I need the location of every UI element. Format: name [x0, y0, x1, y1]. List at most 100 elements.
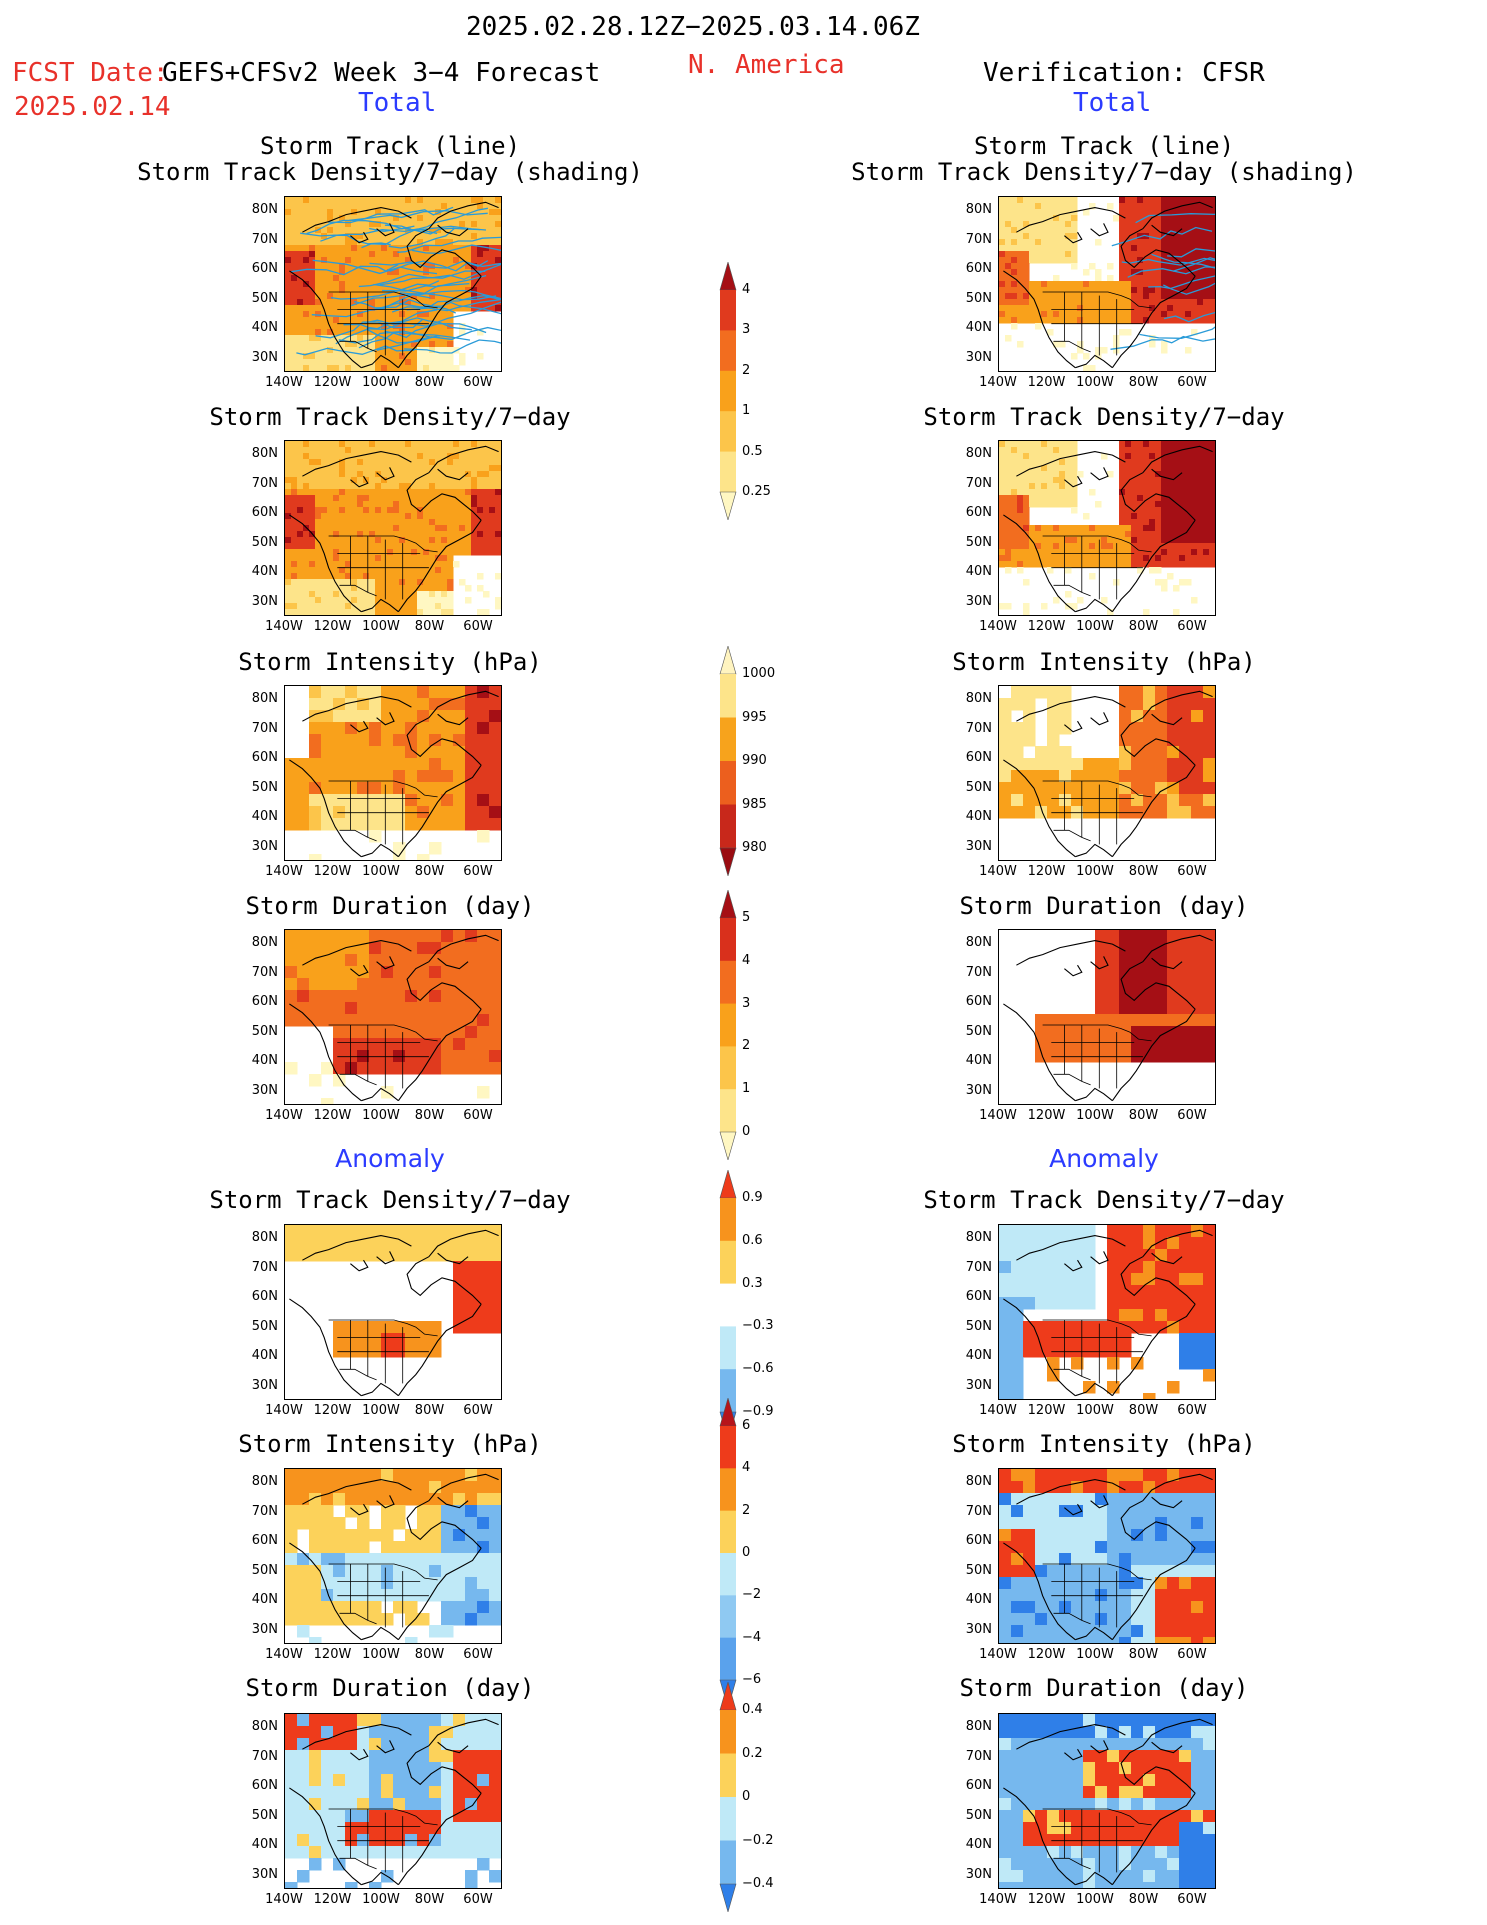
field-cell [1011, 794, 1024, 807]
field-cell [1035, 221, 1042, 228]
field-cell [1029, 287, 1036, 294]
panel-title-density-anom-left: Storm Track Density/7−day [209, 1186, 571, 1214]
field-cell [447, 371, 454, 372]
field-cell [393, 615, 400, 616]
field-cell [411, 221, 418, 228]
field-cell [1125, 293, 1132, 300]
field-cell [369, 311, 376, 318]
field-cell [1149, 317, 1156, 324]
field-cell [465, 525, 472, 532]
field-cell [1179, 543, 1186, 550]
field-cell [1041, 293, 1048, 300]
field-cell [1209, 299, 1215, 306]
field-cell [399, 323, 406, 330]
field-cell [1209, 203, 1215, 210]
field-cell [327, 263, 334, 270]
field-cell [1107, 287, 1114, 294]
field-cell [1119, 954, 1132, 967]
field-cell [1107, 1381, 1120, 1394]
field-cell [1155, 263, 1162, 270]
field-cell [999, 465, 1006, 472]
field-cell [297, 471, 304, 478]
field-cell [1131, 561, 1138, 568]
field-cell [1065, 197, 1072, 204]
field-cell [1041, 447, 1048, 454]
field-cell [1119, 966, 1132, 979]
field-cell [1095, 1050, 1108, 1063]
coastline [1090, 1251, 1109, 1265]
field-cell [453, 990, 466, 1003]
field-cell [321, 245, 328, 252]
field-cell [1143, 299, 1150, 306]
field-cell [1125, 471, 1132, 478]
field-cell [297, 483, 304, 490]
field-cell [1059, 1297, 1072, 1310]
field-cell [1029, 531, 1036, 538]
field-cell [369, 365, 376, 371]
field-cell [1149, 209, 1156, 216]
field-cell [1047, 537, 1054, 544]
field-cell [489, 251, 496, 258]
field-cell [285, 519, 292, 526]
field-cell [435, 609, 442, 615]
field-cell [1047, 1249, 1060, 1262]
field-cell [417, 329, 424, 336]
lon-label: 140W [979, 864, 1017, 879]
field-cell [477, 329, 484, 336]
field-cell [489, 1261, 501, 1274]
field-cell [1023, 197, 1030, 204]
field-cell [1185, 257, 1192, 264]
field-cell [1155, 537, 1162, 544]
field-cell [1179, 1285, 1192, 1298]
field-cell [477, 513, 484, 520]
field-cell [303, 591, 310, 598]
field-cell [1071, 794, 1084, 807]
field-cell [1167, 1261, 1180, 1274]
field-cell [1131, 263, 1138, 270]
field-cell [489, 537, 496, 544]
field-cell [1155, 501, 1162, 508]
field-cell [477, 483, 484, 490]
field-cell [1107, 758, 1120, 771]
field-cell [435, 299, 442, 306]
field-cell [1155, 722, 1168, 735]
field-cell [501, 770, 502, 783]
field-cell [315, 359, 322, 366]
field-cell [471, 531, 478, 538]
field-cell [333, 275, 340, 282]
field-cell [1071, 441, 1078, 448]
field-cell [369, 966, 382, 979]
field-cell [321, 537, 328, 544]
field-cell [501, 269, 502, 276]
field-cell [357, 257, 364, 264]
field-cell [387, 233, 394, 240]
field-cell [405, 359, 412, 366]
field-cell [1173, 293, 1180, 300]
lat-label: 30N [251, 593, 278, 609]
field-cell [387, 585, 394, 592]
field-cell [1173, 239, 1180, 246]
field-cell [1185, 549, 1192, 556]
field-cell [321, 818, 334, 831]
field-cell [417, 806, 430, 819]
field-cell [423, 371, 430, 372]
field-cell [1047, 465, 1054, 472]
field-cell [369, 782, 382, 795]
field-cell [483, 197, 490, 204]
field-cell [1173, 245, 1180, 252]
field-cell [1215, 567, 1216, 574]
coastline [1064, 1259, 1083, 1272]
field-cell [1185, 453, 1192, 460]
field-cell [1071, 197, 1078, 204]
field-cell [495, 233, 501, 240]
field-cell [297, 293, 304, 300]
field-cell [423, 489, 430, 496]
coastline [1090, 467, 1109, 481]
field-cell [1107, 299, 1114, 306]
field-cell [309, 966, 322, 979]
field-cell [387, 263, 394, 270]
field-cell [447, 483, 454, 490]
field-cell [309, 990, 322, 1003]
field-cell [399, 537, 406, 544]
field-cell [1125, 257, 1132, 264]
